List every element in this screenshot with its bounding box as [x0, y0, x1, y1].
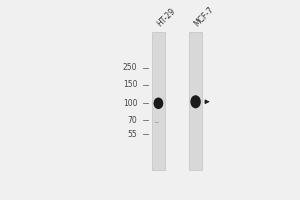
Text: $\smile$: $\smile$ — [152, 119, 160, 124]
Text: 150: 150 — [123, 80, 137, 89]
Bar — [152, 32, 165, 170]
Bar — [189, 32, 202, 170]
Text: 100: 100 — [123, 99, 137, 108]
Text: 55: 55 — [128, 130, 137, 139]
Text: MCF-7: MCF-7 — [193, 5, 216, 29]
Ellipse shape — [190, 95, 201, 108]
Text: 250: 250 — [123, 63, 137, 72]
Text: HT-29: HT-29 — [155, 7, 177, 29]
Text: 70: 70 — [128, 116, 137, 125]
Ellipse shape — [154, 98, 163, 109]
